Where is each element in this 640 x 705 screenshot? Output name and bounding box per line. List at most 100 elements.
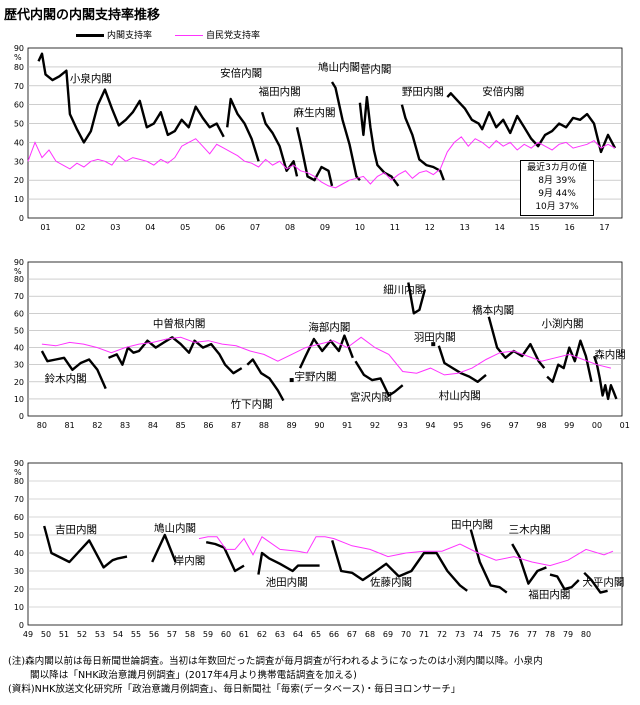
approval-series-line xyxy=(446,92,617,154)
source-line: (資料)NHK放送文化研究所「政治意識月例調査」、毎日新聞社「毎索(データベース… xyxy=(8,684,461,695)
x-tick-label: 74 xyxy=(473,630,483,639)
x-tick-label: 50 xyxy=(41,630,51,639)
y-tick-label: 70 xyxy=(14,495,24,504)
approval-series-line xyxy=(331,540,468,592)
ldp-series-line xyxy=(41,336,612,376)
approval-series-line xyxy=(246,358,285,402)
x-tick-label: 84 xyxy=(148,421,158,430)
cabinet-label: 佐藤内閣 xyxy=(370,575,412,588)
y-tick-label: 70 xyxy=(14,82,24,91)
x-tick-label: 52 xyxy=(77,630,87,639)
x-tick-label: 14 xyxy=(495,223,505,232)
ldp-series-line xyxy=(27,136,616,189)
approval-point xyxy=(289,378,294,383)
approval-series-line xyxy=(469,529,508,594)
approval-series-line xyxy=(546,339,593,384)
y-tick-label: 40 xyxy=(14,549,24,558)
approval-series-line xyxy=(257,551,320,575)
plot-frame xyxy=(27,261,623,417)
recent-values-box: 最近3カ月の値 8月 39% 9月 44% 10月 37% xyxy=(520,160,594,216)
y-axis-unit: % xyxy=(14,267,22,276)
legend-ldp-label: 自民党支持率 xyxy=(206,31,261,41)
x-tick-label: 79 xyxy=(563,630,573,639)
legend-approval-label: 内閣支持率 xyxy=(107,31,153,41)
x-tick-label: 11 xyxy=(390,223,400,232)
approval-series-line xyxy=(295,127,334,187)
y-tick-label: 90 xyxy=(14,44,24,53)
cabinet-label: 村山内閣 xyxy=(439,389,481,402)
cabinet-label: 竹下内閣 xyxy=(231,397,273,410)
x-tick-label: 91 xyxy=(342,421,352,430)
cabinet-label: 橋本内閣 xyxy=(472,303,514,316)
y-tick-label: 60 xyxy=(14,101,24,110)
recent-values-title: 最近3カ月の値 xyxy=(527,163,587,173)
x-tick-label: 73 xyxy=(455,630,465,639)
recent-value-row: 9月 44% xyxy=(538,189,576,199)
x-tick-label: 93 xyxy=(398,421,408,430)
cabinet-label: 小泉内閣 xyxy=(70,72,112,85)
x-tick-label: 69 xyxy=(383,630,393,639)
footnotes: (注)森内閣以前は毎日新聞世論調査。当初は年数回だった調査が毎月調査が行われるよ… xyxy=(8,655,634,697)
x-tick-label: 58 xyxy=(185,630,195,639)
x-tick-label: 59 xyxy=(203,630,213,639)
chart-title: 歴代内閣の内閣支持率推移 xyxy=(4,8,161,23)
approval-series-line xyxy=(549,573,580,591)
x-tick-label: 04 xyxy=(145,223,155,232)
x-tick-label: 86 xyxy=(203,421,213,430)
x-tick-label: 96 xyxy=(481,421,491,430)
x-tick-label: 85 xyxy=(176,421,186,430)
y-tick-label: 20 xyxy=(14,176,24,185)
x-tick-label: 95 xyxy=(453,421,463,430)
legend-approval-swatch xyxy=(76,34,104,37)
x-tick-label: 65 xyxy=(311,630,321,639)
approval-series-line xyxy=(205,541,245,573)
x-tick-label: 13 xyxy=(460,223,470,232)
cabinet-label: 中曽根内閣 xyxy=(153,317,206,330)
approval-series-line xyxy=(407,282,427,315)
x-tick-label: 83 xyxy=(120,421,130,430)
approval-series-line xyxy=(260,111,299,177)
y-tick-label: 0 xyxy=(19,412,24,421)
y-tick-label: 20 xyxy=(14,585,24,594)
approval-series-line xyxy=(354,360,404,397)
y-tick-label: 40 xyxy=(14,138,24,147)
approval-point xyxy=(431,342,436,347)
x-tick-label: 16 xyxy=(564,223,574,232)
y-tick-label: 0 xyxy=(19,214,24,223)
x-tick-label: 67 xyxy=(347,630,357,639)
y-tick-label: 90 xyxy=(14,459,24,468)
note-line: 閣以降は「NHK政治意識月例調査」(2017年4月より携帯電話調査を加える) xyxy=(30,670,357,681)
y-tick-label: 10 xyxy=(14,603,24,612)
plot-frame xyxy=(27,462,623,626)
x-tick-label: 78 xyxy=(545,630,555,639)
x-tick-label: 70 xyxy=(401,630,411,639)
cabinet-label: 野田内閣 xyxy=(402,85,444,98)
note-line: (注)森内閣以前は毎日新聞世論調査。当初は年数回だった調査が毎月調査が行われるよ… xyxy=(8,656,543,667)
plot-frame xyxy=(27,47,623,219)
x-tick-label: 82 xyxy=(92,421,102,430)
x-tick-label: 55 xyxy=(131,630,141,639)
y-tick-label: 80 xyxy=(14,63,24,72)
y-tick-label: 30 xyxy=(14,361,24,370)
y-tick-label: 60 xyxy=(14,513,24,522)
y-tick-label: 80 xyxy=(14,275,24,284)
x-tick-label: 56 xyxy=(149,630,159,639)
cabinet-label: 福田内閣 xyxy=(259,85,301,98)
approval-series-line xyxy=(583,571,608,594)
x-tick-label: 61 xyxy=(239,630,249,639)
x-tick-label: 51 xyxy=(59,630,69,639)
cabinet-label: 海部内閣 xyxy=(308,320,350,333)
x-tick-label: 02 xyxy=(75,223,85,232)
legend-ldp: 自民党支持率 xyxy=(175,28,260,42)
cabinet-label: 宇野内閣 xyxy=(294,370,336,383)
x-tick-label: 94 xyxy=(425,421,435,430)
x-tick-label: 98 xyxy=(536,421,546,430)
approval-series-line xyxy=(358,95,400,187)
cabinet-label: 安倍内閣 xyxy=(220,66,262,79)
cabinet-label: 麻生内閣 xyxy=(294,106,336,119)
approval-series-line xyxy=(437,345,487,384)
approval-series-line xyxy=(226,97,260,162)
x-tick-label: 54 xyxy=(113,630,123,639)
y-tick-label: 60 xyxy=(14,309,24,318)
approval-series-line xyxy=(151,533,177,563)
